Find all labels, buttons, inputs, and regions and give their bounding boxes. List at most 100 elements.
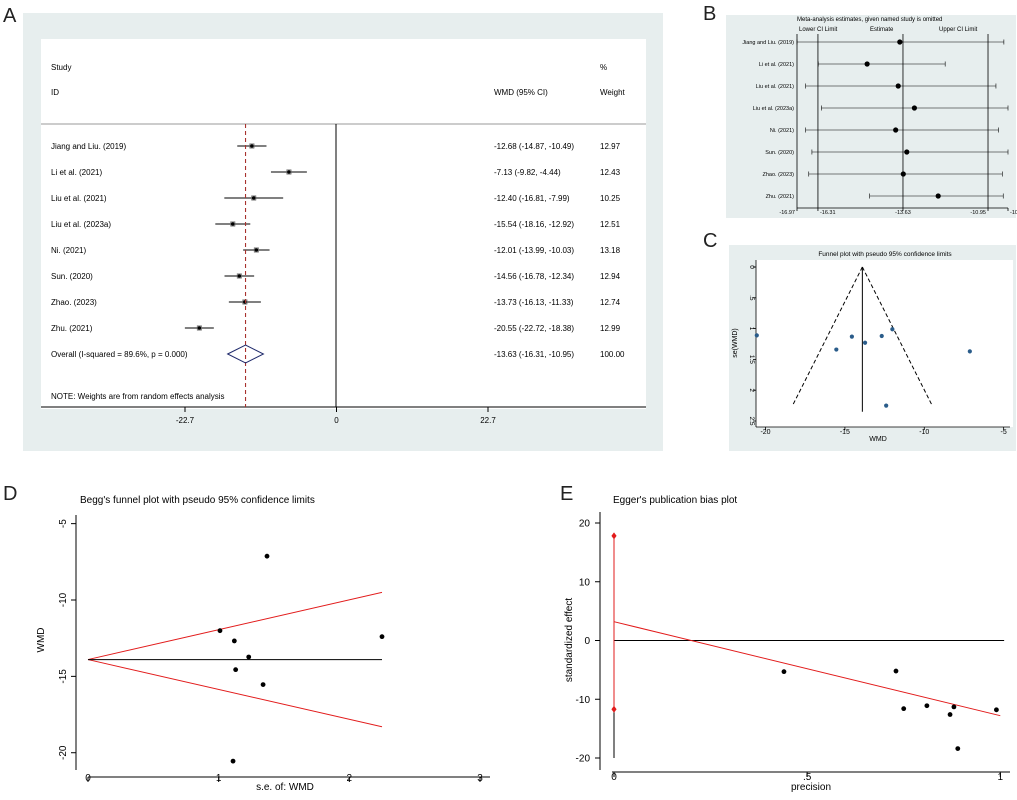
sensitivity-tick-label: -10.95 [970,210,986,216]
funnel-x-label: WMD [869,436,887,443]
overall-weight-text: 100.00 [600,350,625,359]
funnel-y-tick-label: 1.5 [748,355,755,364]
sensitivity-estimate-point [900,171,906,177]
sensitivity-estimate-point [911,105,917,111]
funnel-study-point [890,327,895,332]
begg-study-point [217,628,223,634]
egger-y-label: standardized effect [564,598,575,683]
forest-ticks: -22.7 0 22.7 [176,407,496,425]
study-ci-text: -12.01 (-13.99, -10.03) [494,246,574,255]
begg-y-tick-label: -5 [58,519,69,528]
begg-title: Begg's funnel plot with pseudo 95% confi… [80,495,315,506]
estimate-label: Estimate [870,27,894,33]
study-ci-text: -12.68 (-14.87, -10.49) [494,142,574,151]
header-study: Study [51,63,71,72]
funnel-title: Funnel plot with pseudo 95% confidence l… [818,251,952,258]
study-point-estimate [230,222,235,226]
begg-y-tick-label: -10 [58,592,69,607]
funnel-x-tick-label: -15 [840,429,850,436]
begg-study-point [379,634,385,640]
funnel-y-tick-label: .5 [748,295,755,301]
funnel-study-point [884,403,889,408]
study-point-estimate [197,326,202,330]
panel-e-letter: E [560,483,573,505]
begg-lower-limit [87,659,383,728]
egger-y-tick-label: 0 [584,636,590,647]
study-point-estimate [254,248,259,252]
panel-a: A Study ID WMD (95% CI) % Weight NOTE: W… [3,5,663,451]
study-label: Ni. (2021) [51,246,86,255]
begg-x-tick-label: 1 [216,773,222,784]
forest-x-tick-label: 22.7 [480,416,496,425]
study-weight-text: 12.97 [600,142,621,151]
begg-y-label: WMD [36,628,47,653]
egger-y-tick-label: -10 [576,695,591,706]
study-ci-text: -15.54 (-18.16, -12.92) [494,220,574,229]
panel-b-letter: B [703,3,716,25]
egger-ci-endpoint-marker [611,705,617,713]
study-weight-text: 10.25 [600,194,621,203]
begg-study-point [260,682,266,688]
panel-b-background [726,15,1016,218]
funnel-y-tick-label: 2.5 [748,416,755,425]
sensitivity-estimate-point [897,39,903,45]
begg-upper-limit [87,591,383,661]
sensitivity-tick-label: -10.32 [1010,210,1017,216]
sensitivity-study-label: Zhu. (2021) [766,194,795,200]
header-percent: % [600,63,607,72]
study-weight-text: 12.51 [600,220,621,229]
upper-ci-label: Upper CI Limit [939,27,978,33]
begg-y-tick-label: -15 [58,669,69,684]
sensitivity-content: -16.97 -16.31 -13.63 -10.95 -10.32 Jiang and … [742,34,1017,216]
begg-x-tick-label: 2 [347,773,353,784]
funnel-study-point [862,340,868,345]
egger-regression-line [613,621,1001,717]
funnel-x-tick-label: -20 [760,429,770,436]
egger-ci-endpoint-marker [611,532,617,540]
study-weight-text: 12.43 [600,168,621,177]
funnel-study-point [834,347,839,352]
study-weight-text: 12.99 [600,324,621,333]
sensitivity-study-label: Jiang and Liu. (2019) [742,40,794,46]
funnel-x-tick-label: -10 [919,429,929,436]
begg-study-point [231,638,237,644]
study-weight-text: 12.94 [600,272,621,281]
funnel-y-tick-label: 2 [748,388,755,392]
study-ci-text: -7.13 (-9.82, -4.44) [494,168,561,177]
study-label: Jiang and Liu. (2019) [51,142,127,151]
study-ci-text: -13.73 (-16.13, -11.33) [494,298,574,307]
egger-study-point [994,707,999,713]
begg-study-point [230,758,236,764]
study-label: Sun. (2020) [51,272,93,281]
sensitivity-study-label: Sun. (2020) [765,150,794,156]
study-ci-text: -14.56 (-16.78, -12.34) [494,272,574,281]
overall-diamond [226,344,265,364]
sensitivity-study-label: Zhao. (2023) [763,172,795,178]
sensitivity-study-label: Li et al. (2021) [759,62,794,68]
study-weight-text: 13.18 [600,246,621,255]
study-label: Zhao. (2023) [51,298,97,307]
funnel-study-point [879,333,884,339]
sensitivity-study-label: Liu et al. (2023a) [753,106,794,112]
begg-study-point [233,667,239,673]
funnel-y-tick-label: 0 [748,265,755,269]
panel-e: E Egger's publication bias plot precisio… [560,483,1010,793]
panel-d-letter: D [3,483,17,505]
panel-d: D Begg's funnel plot with pseudo 95% con… [3,483,490,793]
sensitivity-estimate-point [935,193,941,199]
begg-y-tick-label: -20 [58,745,69,760]
funnel-content: -20 -15 -10 -5 0 .5 1 1.5 2 2.5 [748,265,1007,436]
begg-x-tick-label: 3 [477,773,483,784]
sensitivity-estimate-point [864,61,870,67]
forest-x-tick-label: -22.7 [176,416,195,425]
begg-x-tick-label: 0 [85,773,91,784]
sensitivity-study-label: Ni. (2021) [770,128,794,134]
egger-y-tick-label: 10 [579,577,591,588]
forest-note: NOTE: Weights are from random effects an… [51,392,225,401]
header-weight: Weight [600,88,626,97]
funnel-y-label: se(WMD) [732,328,739,358]
study-ci-text: -12.40 (-16.81, -7.99) [494,194,570,203]
study-label: Liu et al. (2021) [51,194,107,203]
panel-a-letter: A [3,5,17,27]
